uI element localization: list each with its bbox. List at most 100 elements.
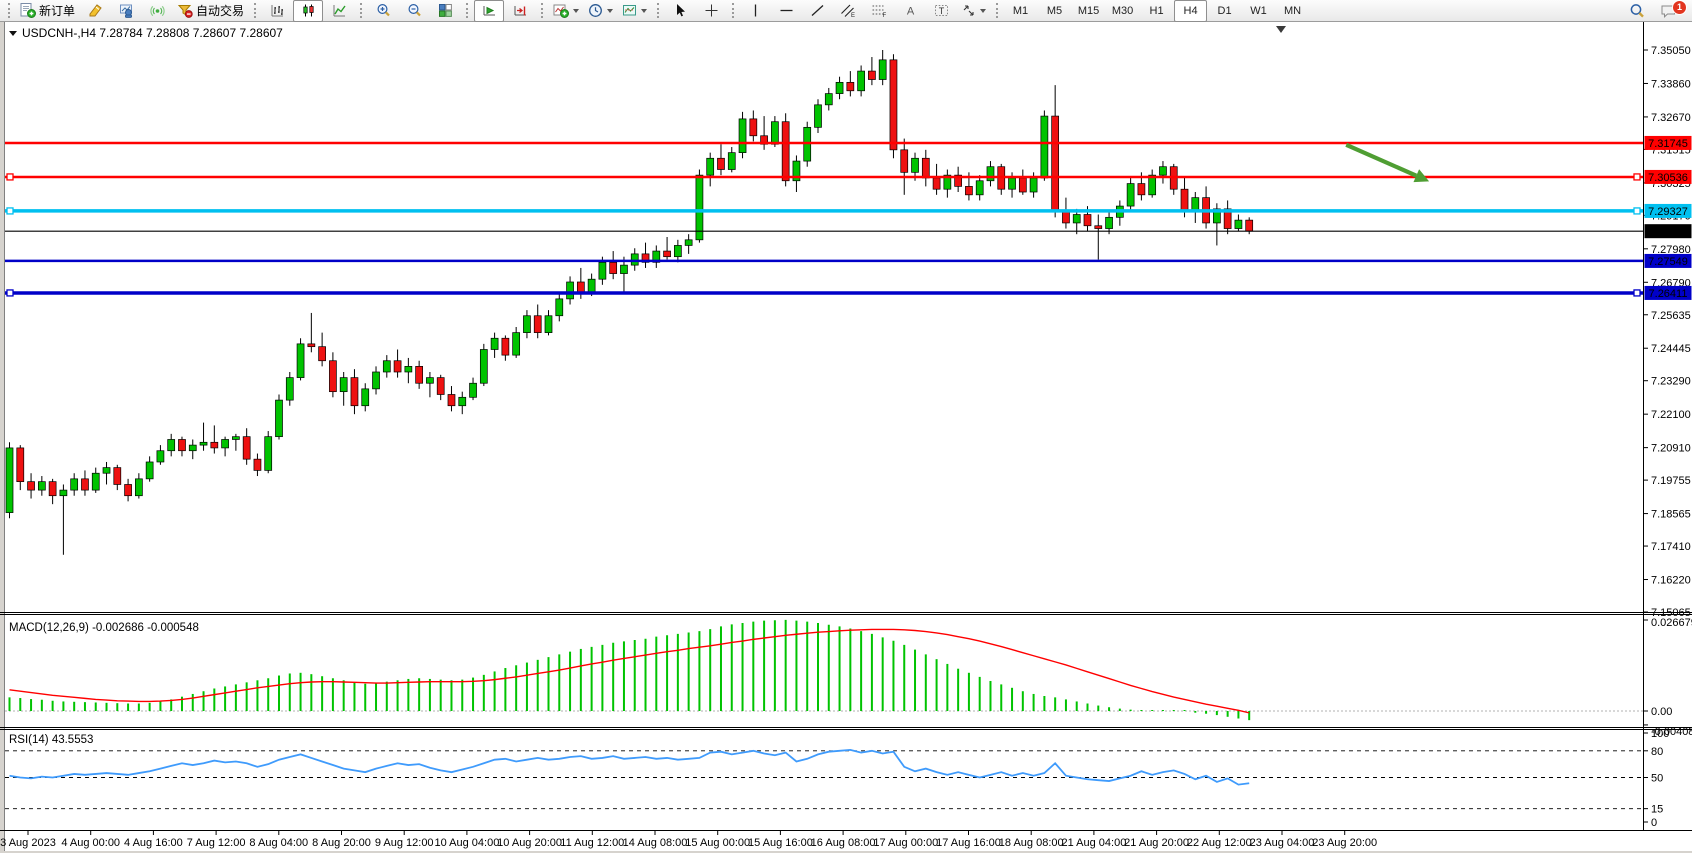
candle-body [436,377,445,395]
toolbar-grip[interactable] [466,3,469,18]
line-handle[interactable] [1633,289,1641,297]
chevron-down-icon [607,8,614,13]
trend-arrow-head[interactable] [1413,169,1430,183]
toolbar-grip[interactable] [996,3,999,18]
timeframe-M5[interactable]: M5 [1046,4,1063,17]
candle-body [1245,219,1254,232]
line-handle[interactable] [1633,173,1641,181]
toolbar-grip[interactable] [657,3,660,18]
candle-body [1083,214,1092,227]
horizontal-line-icon [780,9,793,12]
zoom-in-button[interactable] [368,0,398,22]
tile-windows-button[interactable] [430,0,460,22]
time-axis-label: 10 Aug 04:00 [434,837,499,849]
timeframe-W1[interactable]: W1 [1250,4,1267,17]
candle-body [663,250,671,258]
crosshair-button[interactable] [696,0,726,22]
toolbar-grip[interactable] [360,3,363,18]
toolbar-grip[interactable] [541,3,544,18]
price-axis-label: 7.23290 [1651,376,1691,388]
candlestick-chart-type-button[interactable] [293,0,324,22]
timeframe-M15[interactable]: M15 [1077,4,1100,17]
candle-body [738,118,747,153]
chart-canvas[interactable]: 7.350507.338607.326707.315157.303257.291… [0,22,1692,853]
chart-shift-button[interactable] [505,0,535,22]
price-badge-value: 7.30536 [1648,172,1688,184]
candle-body [771,121,779,145]
templates-button[interactable] [618,0,651,22]
rsi-axis-label: 100 [1651,728,1669,740]
bar-chart-type-button[interactable] [262,0,292,22]
metaeditor-button[interactable] [80,0,110,22]
candle-body [911,157,919,173]
indicators-icon [553,4,570,18]
timeframe-H1[interactable]: H1 [1149,4,1164,17]
time-axis-label: 4 Aug 16:00 [124,837,183,849]
auto-trading-button[interactable]: 自动交易 [173,0,248,22]
new-order-button[interactable]: 新订单 [16,0,79,22]
candle-body [275,399,283,438]
timeframe-MN[interactable]: MN [1283,4,1302,17]
candle-body [975,180,984,196]
toolbar-grip[interactable] [8,3,10,18]
equidistant-channel-tool-button[interactable]: E [833,0,863,22]
text-label-tool-button[interactable]: T [926,0,956,22]
candle-body [566,281,574,300]
zoom-out-icon [408,3,421,17]
chevron-down-icon [573,8,580,13]
trend-arrow[interactable] [1345,142,1418,178]
time-axis-label: 23 Aug 20:00 [1312,837,1377,849]
candle-body [135,478,143,497]
cursor-button[interactable] [665,0,695,22]
toolbar-grip[interactable] [254,3,257,18]
arrows-tool-button[interactable] [957,0,990,22]
search-button[interactable] [1622,0,1652,22]
strategy-tester-button[interactable] [111,0,141,22]
time-axis-label: 23 Aug 04:00 [1250,837,1315,849]
trendline-icon [811,5,823,16]
rsi-axis-label: 15 [1651,804,1663,816]
timeframe-D1[interactable]: D1 [1217,4,1232,17]
new-order-icon [20,3,36,18]
text-tool-button[interactable]: A [895,0,925,22]
timeframe-M30[interactable]: M30 [1111,4,1134,17]
horizontal-line-tool-button[interactable] [771,0,801,22]
toolbar-grip[interactable] [732,3,735,18]
line-handle[interactable] [6,173,14,181]
indicators-button[interactable] [549,0,583,22]
price-axis-label: 7.25635 [1651,310,1691,322]
price-badge-value: 7.26411 [1649,288,1688,300]
line-chart-type-button[interactable] [324,0,354,22]
time-axis-label: 9 Aug 12:00 [375,837,434,849]
candle-body [803,126,812,162]
candle-body [824,93,833,106]
channel-icon: E [841,4,855,18]
trendline-tool-button[interactable] [802,0,832,22]
candle-body [1148,174,1157,196]
time-axis-label: 15 Aug 16:00 [748,837,813,849]
signals-button[interactable] [142,0,172,22]
fibonacci-tool-button[interactable]: F [864,0,894,22]
line-handle[interactable] [6,207,14,215]
notifications-button[interactable]: 1 [1653,0,1687,22]
price-axis-label: 7.20910 [1651,443,1691,455]
price-badge-value: 7.29327 [1648,206,1688,218]
timeframe-M1[interactable]: M1 [1012,4,1029,17]
candle-body [426,377,434,384]
candle-body [361,388,370,407]
price-badge [1644,253,1692,268]
line-handle[interactable] [1633,207,1641,215]
timeframe-H4[interactable]: H4 [1174,0,1208,22]
time-axis-label: 17 Aug 00:00 [873,837,938,849]
chart-shift-marker[interactable] [1276,26,1286,33]
auto-scroll-button[interactable] [474,0,505,22]
chart-collapse-icon[interactable] [9,31,17,36]
periods-button[interactable] [584,0,617,22]
time-axis-label: 7 Aug 12:00 [187,837,246,849]
price-badge [1644,203,1692,218]
vertical-line-tool-button[interactable] [740,0,770,22]
candle-body [447,394,456,407]
line-handle[interactable] [6,289,14,297]
arrows-icon [963,5,974,16]
zoom-out-button[interactable] [399,0,429,22]
